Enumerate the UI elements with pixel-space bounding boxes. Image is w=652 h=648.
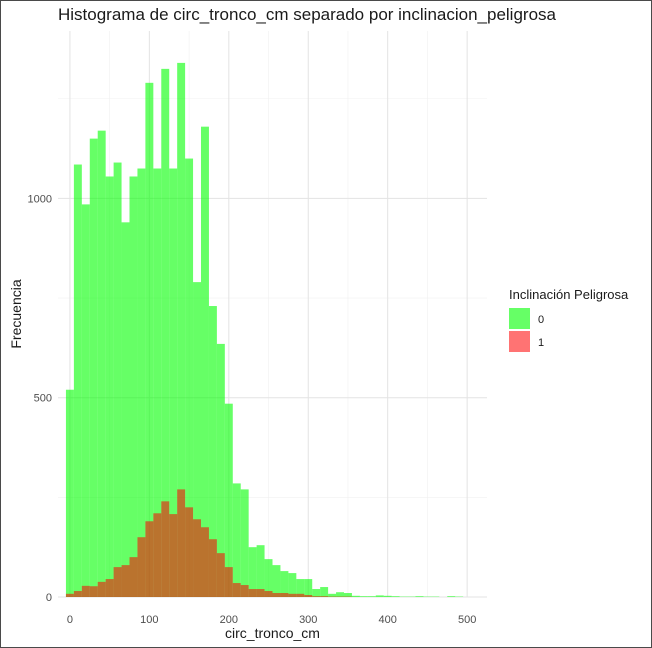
histogram-bar-series-1 <box>208 539 217 597</box>
histogram-bar-series-0 <box>153 168 162 597</box>
histogram-bar-series-0 <box>224 403 233 597</box>
x-tick-label: 500 <box>458 614 476 626</box>
y-tick-label: 0 <box>46 592 52 604</box>
histogram-bar-series-1 <box>224 567 233 597</box>
histogram-bar-series-0 <box>81 204 90 597</box>
histogram-bar-series-1 <box>185 507 194 597</box>
legend-title: Inclinación Peligrosa <box>509 287 629 302</box>
histogram-bar-series-1 <box>296 593 305 597</box>
histogram-bar-series-1 <box>129 557 138 597</box>
histogram-bar-series-1 <box>161 501 170 597</box>
histogram-bar-series-0 <box>415 596 424 597</box>
histogram-bar-series-1 <box>169 514 178 597</box>
histogram-bar-series-0 <box>232 483 241 597</box>
y-tick-label: 500 <box>34 393 52 405</box>
histogram-bar-series-0 <box>328 593 337 597</box>
histogram-bar-series-1 <box>193 519 201 597</box>
histogram-bar-series-1 <box>121 565 130 597</box>
histogram-bar-series-0 <box>89 138 98 597</box>
histogram-bar-series-1 <box>216 553 225 597</box>
histogram-bar-series-0 <box>280 571 289 597</box>
histogram-bar-series-0 <box>73 164 82 597</box>
histogram-bar-series-1 <box>73 591 82 597</box>
histogram-bar-series-0 <box>359 596 368 597</box>
histogram-bar-series-0 <box>367 596 376 597</box>
x-tick-label: 400 <box>379 614 397 626</box>
histogram-bar-series-1 <box>81 585 90 597</box>
histogram-bar-series-0 <box>264 559 273 597</box>
histogram-bar-series-1 <box>232 583 241 597</box>
histogram-bar-series-1 <box>177 489 186 597</box>
histogram-bar-series-1 <box>153 513 162 597</box>
histogram-bar-series-1 <box>145 521 154 597</box>
histogram-bar-series-0 <box>391 596 400 597</box>
histogram-bar-series-1 <box>304 595 313 597</box>
histogram-bar-series-0 <box>137 168 146 597</box>
histogram-bar-series-0 <box>383 595 392 597</box>
histogram-bar-series-0 <box>161 68 170 597</box>
histogram-bar-series-0 <box>208 306 217 597</box>
x-tick-label: 200 <box>220 614 238 626</box>
histogram-bar-series-0 <box>177 62 186 597</box>
x-tick-label: 100 <box>140 614 158 626</box>
histogram-bar-series-0 <box>344 593 352 597</box>
histogram-bar-series-1 <box>312 596 321 597</box>
histogram-bar-series-1 <box>272 593 281 597</box>
histogram-bar-series-0 <box>351 595 360 597</box>
histogram-bar-series-0 <box>240 489 249 597</box>
histogram-bar-series-0 <box>193 282 201 597</box>
chart-title: Histograma de circ_tronco_cm separado po… <box>58 5 556 24</box>
x-tick-label: 0 <box>67 614 73 626</box>
histogram-bar-series-0 <box>248 547 257 597</box>
histogram-bar-series-0 <box>65 389 74 597</box>
y-tick-label: 1000 <box>28 193 52 205</box>
histogram-bar-series-0 <box>272 565 281 597</box>
histogram-bar-series-1 <box>288 593 297 597</box>
histogram-bar-series-1 <box>89 586 98 597</box>
histogram-bar-series-1 <box>256 589 265 597</box>
histogram-bar-series-0 <box>288 573 297 597</box>
legend-swatch-0 <box>509 308 530 329</box>
histogram-bar-series-0 <box>105 176 114 598</box>
histogram-bar-series-0 <box>145 82 154 598</box>
legend-label-0: 0 <box>538 314 544 326</box>
histogram-bar-series-1 <box>240 585 249 597</box>
histogram-bar-series-1 <box>113 567 122 597</box>
histogram-bar-series-1 <box>320 596 329 597</box>
histogram-bar-series-0 <box>113 162 122 597</box>
histogram-bar-series-0 <box>201 126 209 597</box>
histogram-bar-series-0 <box>375 595 384 597</box>
legend-label-1: 1 <box>538 337 544 349</box>
histogram-bar-series-0 <box>447 596 456 597</box>
x-axis-title: circ_tronco_cm <box>225 625 320 641</box>
histogram-bar-series-1 <box>248 589 257 597</box>
histogram-bar-series-0 <box>296 579 305 597</box>
histogram-bar-series-0 <box>256 545 265 597</box>
histogram-bar-series-1 <box>280 593 289 597</box>
histogram-bar-series-0 <box>304 579 313 597</box>
histogram-bar-series-0 <box>336 592 344 597</box>
histogram-bar-series-0 <box>185 158 194 597</box>
x-tick-label: 300 <box>299 614 317 626</box>
histogram-bar-series-0 <box>121 222 130 597</box>
histogram-bar-series-0 <box>129 176 138 598</box>
histogram-bar-series-1 <box>65 593 74 597</box>
histogram-bar-series-1 <box>97 581 106 597</box>
histogram-bar-series-1 <box>137 537 146 597</box>
histogram-bar-series-1 <box>105 579 114 597</box>
histogram-bar-series-0 <box>97 130 106 597</box>
histogram-bar-series-0 <box>320 587 329 597</box>
histogram-bar-series-1 <box>201 527 209 597</box>
histogram-bar-series-0 <box>216 343 225 597</box>
histogram-bar-series-1 <box>264 591 273 597</box>
legend-swatch-1 <box>509 331 530 352</box>
histogram-bar-series-0 <box>169 168 178 597</box>
y-axis-title: Frecuencia <box>8 279 24 348</box>
histogram-bar-series-0 <box>312 589 321 597</box>
